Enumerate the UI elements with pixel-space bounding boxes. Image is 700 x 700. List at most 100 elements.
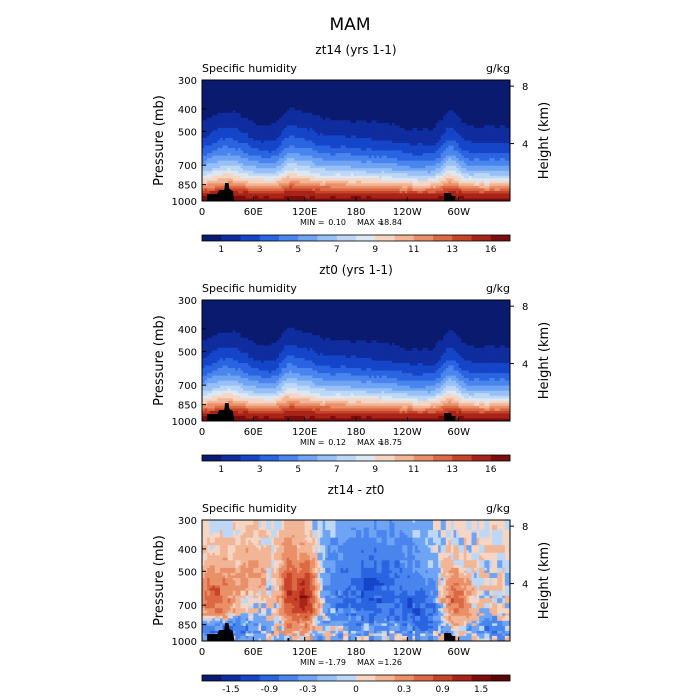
colorbar-swatch	[279, 455, 299, 461]
colorbar-swatch	[490, 675, 511, 681]
colorbar-swatch	[356, 675, 376, 681]
colorbar-label: 0.3	[397, 685, 411, 695]
colorbar-label: 3	[257, 245, 263, 255]
colorbar-label: 0	[353, 685, 359, 695]
contour-field	[202, 300, 511, 422]
stats-min-value: 0.10	[328, 218, 346, 227]
colorbar-frame	[201, 234, 511, 242]
stats-min-value: 0.12	[328, 438, 346, 447]
contour-field	[202, 80, 511, 202]
y-tick-label: 1000	[172, 197, 197, 208]
colorbar-swatch	[452, 675, 472, 681]
colorbar: 1 3 5 7 9 11 13 16	[201, 454, 511, 475]
stats-max-value: 1.26	[384, 658, 402, 667]
colorbar-swatch	[202, 235, 222, 241]
colorbar-swatch	[471, 455, 492, 461]
colorbar: -1.5 -0.9 -0.3 0 0.3 0.9 1.5	[201, 674, 511, 695]
figure-title: MAM	[330, 15, 371, 35]
colorbar-swatch	[452, 455, 472, 461]
colorbar-swatch	[317, 675, 338, 681]
colorbar-swatch	[394, 235, 415, 241]
contour-field	[202, 520, 511, 642]
y-tick-label: 700	[178, 381, 197, 392]
height-tick-label: 4	[522, 360, 528, 371]
colorbar-label: -1.5	[222, 685, 240, 695]
colorbar-swatch	[317, 235, 338, 241]
colorbar-label: 9	[372, 465, 378, 475]
units-label: g/kg	[486, 502, 510, 515]
colorbar-swatch	[433, 675, 453, 681]
colorbar-swatch	[452, 235, 472, 241]
height-tick-label: 8	[522, 302, 528, 313]
units-label: g/kg	[486, 282, 510, 295]
colorbar-label: 1.5	[474, 685, 488, 695]
colorbar-label: 5	[295, 465, 301, 475]
colorbar-swatch	[221, 675, 241, 681]
stats-max-label: MAX =	[357, 438, 384, 447]
x-tick-label: 180	[346, 647, 365, 658]
x-tick-label: 0	[199, 647, 205, 658]
colorbar-label: 11	[408, 245, 419, 255]
colorbar-swatch	[221, 235, 241, 241]
y-tick-label: 850	[178, 621, 197, 632]
colorbar-swatch	[375, 455, 395, 461]
y-axis-label: Pressure (mb)	[152, 95, 167, 186]
height-axis-label: Height (km)	[537, 542, 552, 619]
colorbar-swatch	[202, 455, 222, 461]
height-axis-label: Height (km)	[537, 322, 552, 399]
stats-max-value: 18.75	[379, 438, 402, 447]
colorbar-swatch	[375, 235, 395, 241]
x-tick-label: 60W	[447, 207, 470, 218]
colorbar-label: 5	[295, 245, 301, 255]
units-label: g/kg	[486, 62, 510, 75]
colorbar: 1 3 5 7 9 11 13 16	[201, 234, 511, 255]
y-tick-label: 850	[178, 401, 197, 412]
x-tick-label: 120E	[292, 647, 317, 658]
colorbar-swatch	[471, 235, 492, 241]
colorbar-swatch	[240, 675, 261, 681]
colorbar-swatch	[317, 455, 338, 461]
height-tick-label: 4	[522, 140, 528, 151]
colorbar-swatch	[375, 675, 395, 681]
panel-3: zt14 - zt0 Specific humidity g/kg 0 60E 120E 1…	[152, 483, 552, 695]
y-tick-label: 700	[178, 601, 197, 612]
colorbar-label: 1	[218, 245, 224, 255]
x-tick-label: 0	[199, 207, 205, 218]
stats-max-value: 18.84	[379, 218, 402, 227]
colorbar-swatch	[259, 455, 280, 461]
colorbar-swatch	[394, 455, 415, 461]
colorbar-swatch	[298, 235, 318, 241]
y-tick-label: 400	[178, 325, 197, 336]
colorbar-label: 9	[372, 245, 378, 255]
colorbar-swatch	[336, 455, 357, 461]
colorbar-label: 16	[485, 245, 497, 255]
topography	[207, 623, 456, 641]
panel-title: zt0 (yrs 1-1)	[319, 263, 393, 277]
x-tick-label: 120E	[292, 427, 317, 438]
colorbar-swatch	[356, 235, 376, 241]
colorbar-swatch	[240, 235, 261, 241]
height-tick-label: 4	[522, 580, 528, 591]
x-tick-label: 180	[346, 427, 365, 438]
y-tick-label: 700	[178, 161, 197, 172]
colorbar-swatch	[259, 235, 280, 241]
variable-label: Specific humidity	[202, 62, 297, 75]
y-tick-label: 1000	[172, 417, 197, 428]
y-tick-label: 300	[178, 296, 197, 307]
colorbar-swatch	[413, 455, 434, 461]
colorbar-swatch	[413, 235, 434, 241]
colorbar-label: 0.9	[435, 685, 450, 695]
colorbar-label: 1	[218, 465, 224, 475]
colorbar-swatch	[279, 235, 299, 241]
colorbar-swatch	[279, 675, 299, 681]
x-tick-label: 120E	[292, 207, 317, 218]
colorbar-swatch	[259, 675, 280, 681]
y-tick-label: 400	[178, 545, 197, 556]
x-tick-label: 60E	[244, 207, 263, 218]
panel-1: zt14 (yrs 1-1) Specific humidity g/kg 0 60E 1…	[152, 43, 552, 255]
colorbar-swatch	[471, 675, 492, 681]
colorbar-label: -0.9	[261, 685, 279, 695]
stats-max-label: MAX =	[357, 658, 384, 667]
y-tick-label: 500	[178, 567, 197, 578]
